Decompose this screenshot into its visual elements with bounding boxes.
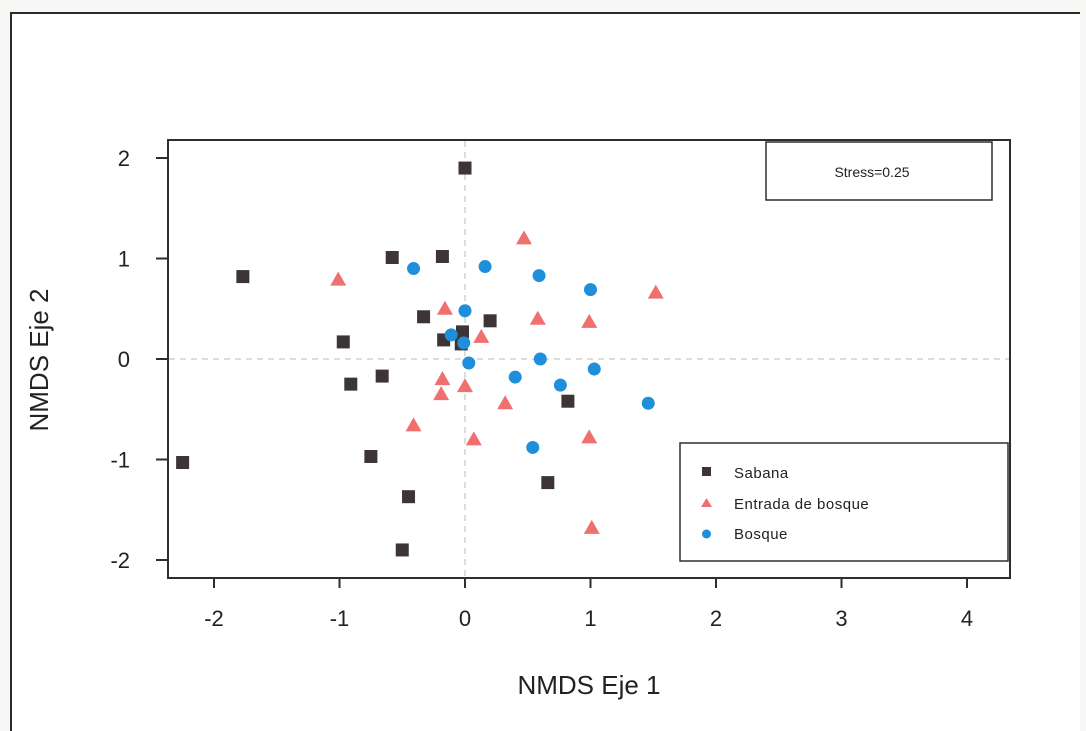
point-triangle — [433, 386, 450, 401]
stress-box — [765, 141, 993, 201]
point-square — [385, 250, 399, 264]
y-axis: -2 -1 0 1 2 — [110, 146, 168, 573]
point-square — [176, 456, 190, 470]
point-triangle — [581, 429, 598, 444]
point-square — [435, 249, 449, 263]
x-tick-label: 0 — [459, 606, 471, 631]
legend-marker-bosque — [702, 529, 711, 539]
point-triangle — [581, 313, 598, 328]
point-triangle — [436, 300, 453, 315]
point-circle — [444, 328, 458, 342]
y-tick-label: -1 — [110, 448, 130, 473]
point-circle — [526, 440, 540, 454]
legend-marker-sabana — [702, 467, 711, 476]
point-square — [455, 325, 469, 339]
point-circle — [407, 262, 421, 276]
point-triangle — [473, 328, 490, 343]
stress-label: Stress=0.25 — [834, 164, 909, 180]
legend-label-entrada: Entrada de bosque — [734, 496, 869, 513]
point-triangle — [434, 371, 451, 386]
legend-marker-entrada — [701, 498, 712, 507]
legend: Sabana Entrada de bosque Bosque — [679, 442, 1009, 562]
point-circle — [587, 362, 601, 376]
point-circle — [457, 336, 471, 350]
series-triangle — [330, 230, 664, 534]
point-circle — [458, 304, 472, 318]
point-circle — [641, 396, 655, 410]
legend-box — [679, 442, 1009, 562]
y-axis-title: NMDS Eje 2 — [24, 288, 54, 431]
point-square — [541, 476, 555, 490]
point-square — [336, 335, 350, 349]
point-triangle — [497, 395, 514, 410]
point-circle — [478, 260, 492, 274]
point-triangle — [465, 431, 482, 446]
y-tick-label: 2 — [118, 146, 130, 171]
point-square — [458, 161, 472, 175]
point-triangle — [583, 519, 600, 534]
legend-label-bosque: Bosque — [734, 526, 788, 543]
point-triangle — [457, 378, 473, 393]
point-circle — [462, 356, 476, 370]
point-square — [395, 543, 409, 557]
point-square — [483, 314, 497, 328]
point-circle — [533, 352, 547, 366]
point-square — [364, 449, 378, 463]
point-circle — [584, 283, 597, 297]
x-tick-label: 2 — [710, 606, 722, 631]
point-square — [417, 310, 431, 324]
legend-label-sabana: Sabana — [734, 465, 789, 482]
figure-frame — [10, 12, 1080, 731]
series-circle — [407, 260, 655, 454]
data-points — [176, 161, 664, 557]
point-triangle — [405, 417, 422, 432]
point-triangle — [330, 271, 347, 286]
y-tick-label: 0 — [118, 347, 130, 372]
x-tick-label: -2 — [204, 606, 224, 631]
stress-annotation: Stress=0.25 — [765, 141, 993, 201]
point-square — [344, 377, 358, 391]
point-triangle — [529, 310, 546, 325]
point-circle — [532, 269, 546, 283]
point-triangle — [515, 230, 532, 245]
x-tick-label: 4 — [961, 606, 973, 631]
x-tick-label: -1 — [330, 606, 350, 631]
point-square — [402, 490, 416, 504]
point-circle — [553, 378, 567, 392]
point-triangle — [647, 284, 664, 299]
y-tick-label: -2 — [110, 548, 130, 573]
x-axis: -2 -1 0 1 2 3 4 — [204, 578, 973, 631]
x-tick-label: 3 — [835, 606, 847, 631]
point-square — [236, 270, 250, 284]
point-square — [375, 369, 389, 383]
series-square — [176, 161, 575, 557]
x-axis-title: NMDS Eje 1 — [517, 670, 660, 700]
x-tick-label: 1 — [584, 606, 596, 631]
point-square — [561, 394, 575, 408]
y-tick-label: 1 — [118, 247, 130, 272]
point-circle — [508, 370, 522, 384]
